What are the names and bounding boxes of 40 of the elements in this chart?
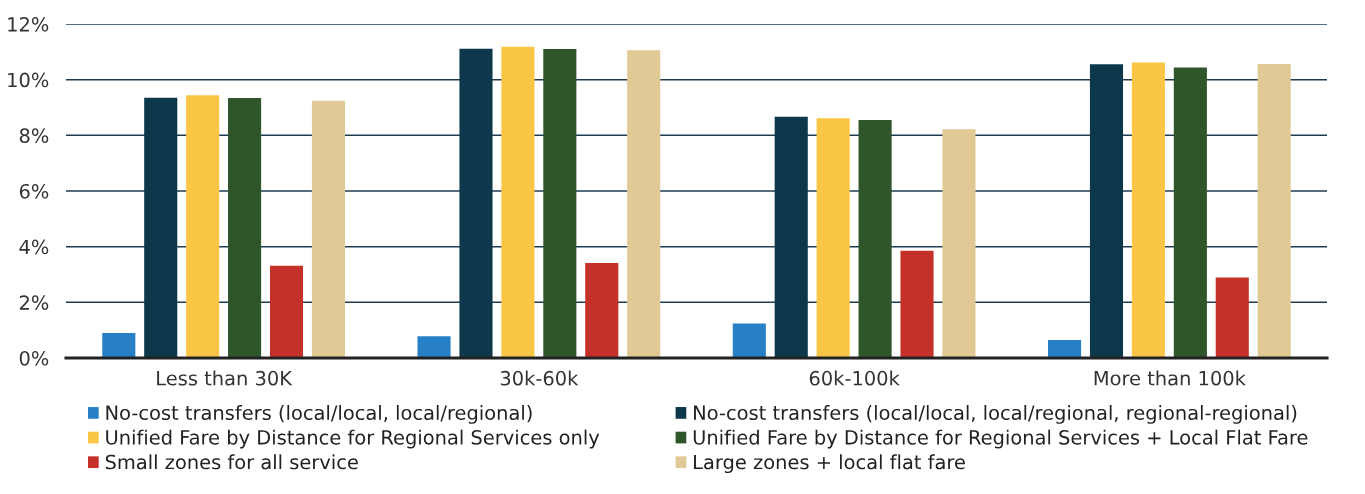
bar: [1257, 64, 1291, 358]
bar: [774, 116, 808, 358]
bar: [732, 323, 766, 358]
bar: [144, 97, 178, 358]
x-tick-label: More than 100k: [1094, 370, 1246, 386]
legend-label: No-cost transfers (local/local, local/regional, regional-regional): [694, 405, 1297, 424]
y-tick-label: 4%: [19, 239, 49, 255]
y-tick-label: 10%: [8, 72, 49, 88]
y-tick-label: 2%: [19, 295, 49, 310]
legend-label: Large zones + local flat fare: [694, 454, 965, 474]
bar: [1215, 277, 1249, 358]
bar: [1131, 62, 1165, 358]
bar: [417, 336, 451, 358]
bar: [543, 49, 577, 358]
y-tick-label: 0%: [19, 350, 49, 366]
bar: [186, 95, 220, 358]
bar: [269, 265, 304, 358]
bar: [228, 98, 262, 358]
bar: [816, 118, 850, 358]
bar: [1089, 64, 1124, 358]
bar: [900, 250, 934, 358]
bar: [627, 50, 661, 358]
legend-label: Unified Fare by Distance for Regional Services only: [106, 429, 600, 449]
bar: [459, 48, 493, 358]
legend-label: Small zones for all service: [105, 454, 358, 470]
bar: [102, 332, 136, 358]
y-tick-label: 12%: [8, 16, 49, 32]
bar: [942, 129, 976, 358]
x-tick-label: Less than 30K: [157, 370, 293, 386]
bar: [501, 46, 535, 358]
legend-label: Unified Fare by Distance for Regional Services + Local Flat Fare: [693, 429, 1308, 449]
bar: [311, 100, 345, 358]
y-tick-label: 8%: [19, 128, 49, 143]
x-tick-label: 60k-100k: [809, 370, 900, 386]
x-tick-label: 30k-60k: [500, 370, 579, 386]
bar: [858, 120, 892, 358]
y-tick-label: 6%: [19, 183, 49, 199]
legend-label: No-cost transfers (local/local, local/regional): [106, 405, 532, 424]
bar: [1173, 67, 1207, 358]
bar: [585, 263, 619, 358]
